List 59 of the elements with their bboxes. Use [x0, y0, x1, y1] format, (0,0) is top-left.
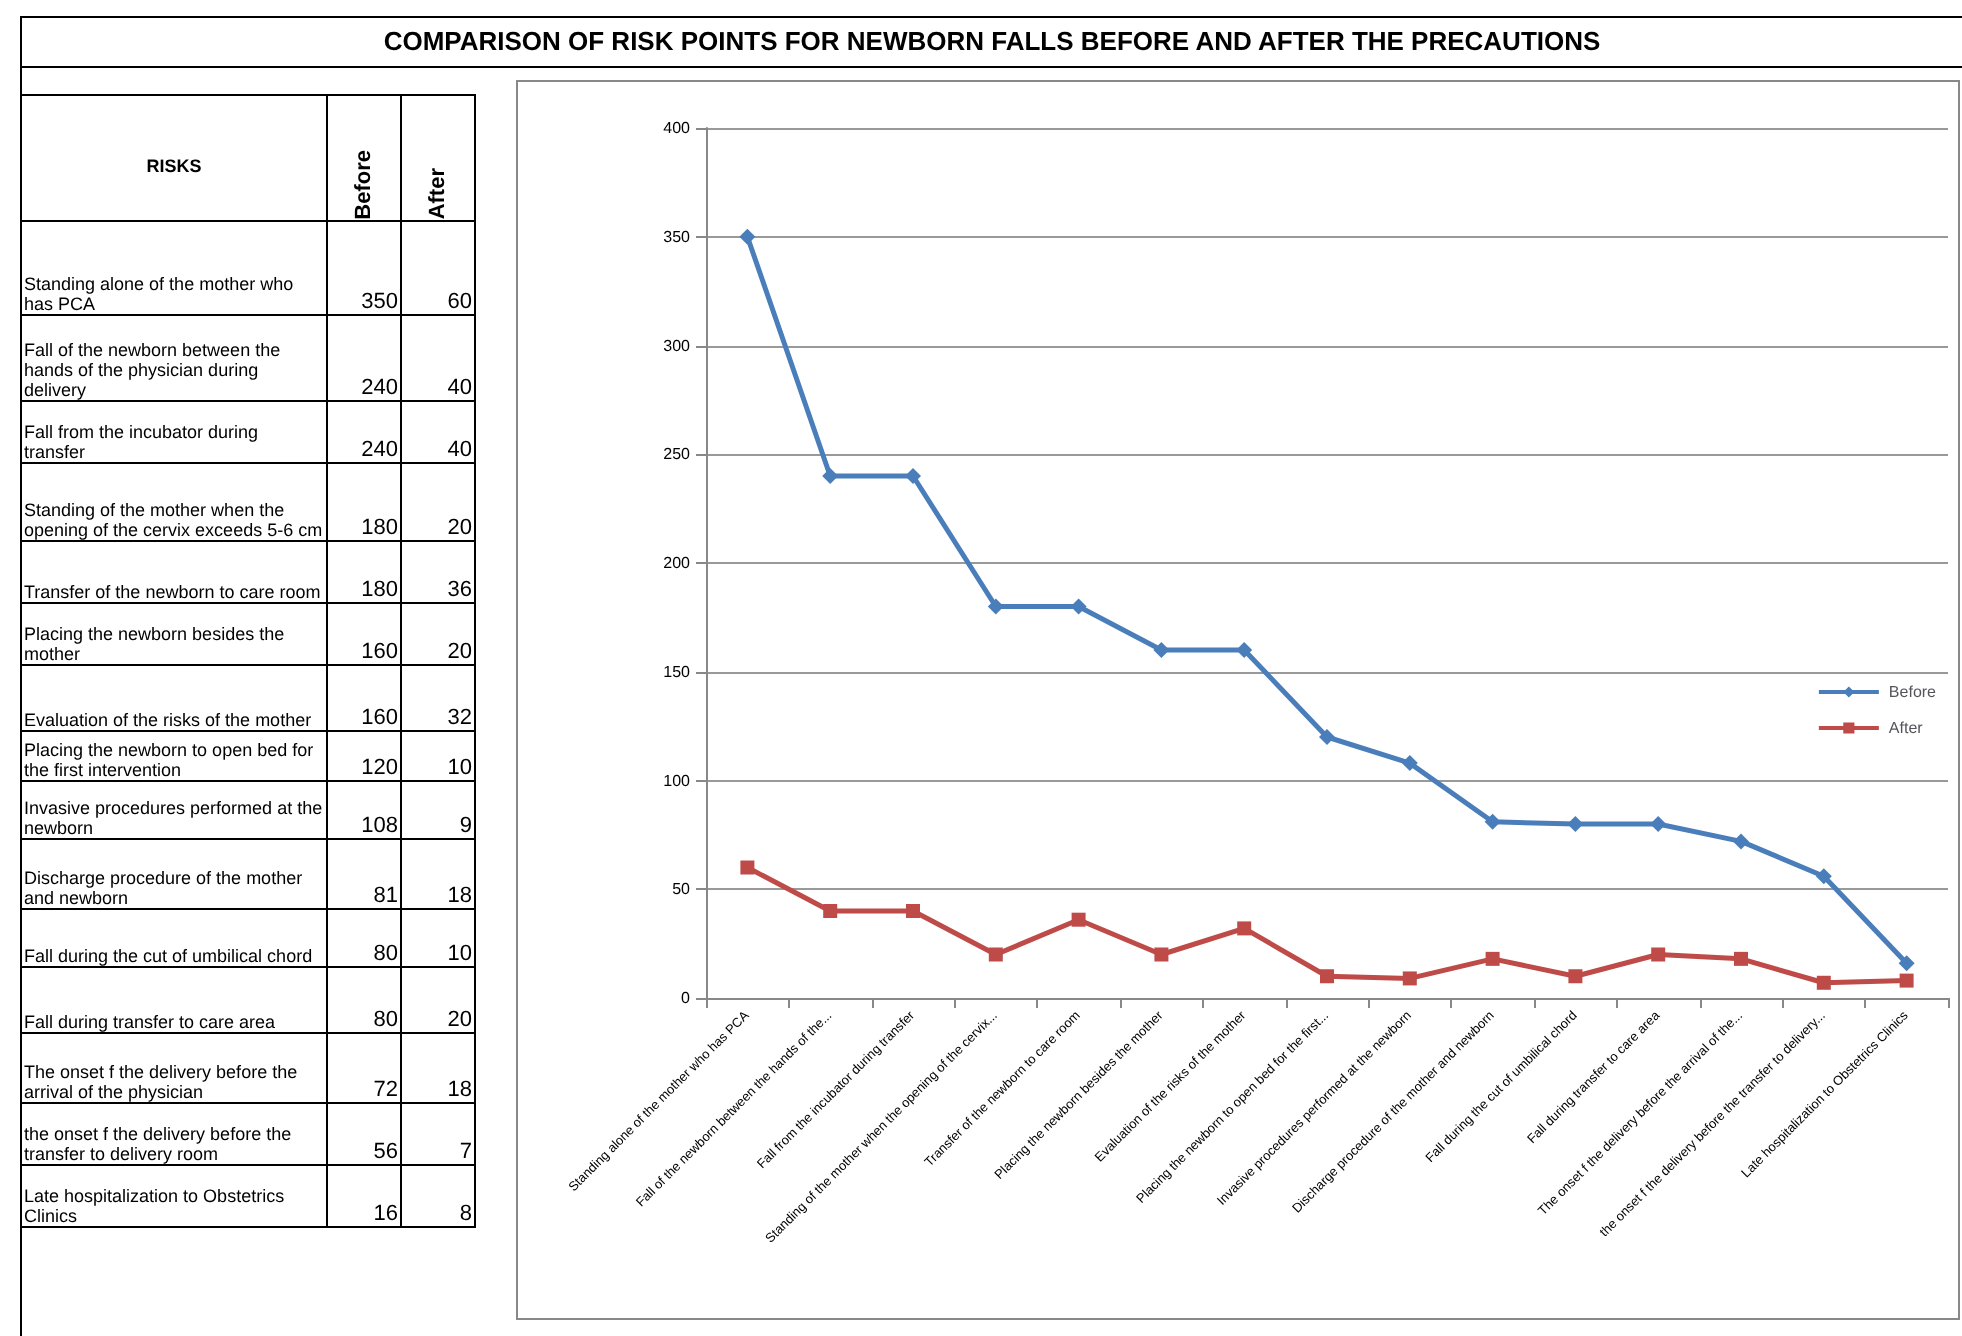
y-tick-label: 0	[681, 989, 692, 1007]
text: Before	[352, 150, 376, 220]
category-label: The onset f the delivery before the arrival of the physician	[21, 1033, 327, 1103]
y-tick-label: 150	[663, 662, 692, 681]
data-label: 120	[327, 731, 401, 781]
chart-title: COMPARISON OF RISK POINTS FOR NEWBORN FALLS BEFORE AND AFTER THE PRECAUTIONS	[20, 16, 1962, 68]
data-label: 32	[401, 665, 475, 731]
data-label: 180	[327, 463, 401, 541]
data-label: 40	[401, 315, 475, 401]
category-label: Discharge procedure of the mother and newborn	[21, 839, 327, 909]
data-label: 80	[327, 967, 401, 1033]
y-tick-label: 200	[663, 554, 692, 572]
data-label: 240	[327, 401, 401, 463]
category-label: Fall during the cut of umbilical chord	[21, 909, 327, 967]
data-label: 16	[327, 1165, 401, 1227]
data-label: 80	[327, 909, 401, 967]
y-tick-label: 250	[663, 445, 692, 464]
data-label: 180	[327, 541, 401, 603]
data-label: 240	[327, 315, 401, 401]
legend-label: After	[1888, 719, 1924, 737]
y-tick-label: 400	[663, 119, 692, 137]
data-label: 8	[401, 1165, 475, 1227]
category-label: the onset f the delivery before the transfer to delivery room	[21, 1103, 327, 1165]
data-label: 7	[401, 1103, 475, 1165]
data-label: 20	[401, 603, 475, 665]
y-tick-label: 100	[663, 771, 692, 790]
y-tick-label: 350	[663, 227, 692, 246]
data-label: 56	[327, 1103, 401, 1165]
data-label: 160	[327, 665, 401, 731]
category-label: Evaluation of the risks of the mother	[21, 665, 327, 731]
data-label: 108	[327, 781, 401, 839]
category-label: Fall during transfer to care area	[21, 967, 327, 1033]
data-label: 9	[401, 781, 475, 839]
text: RISKS	[21, 95, 327, 221]
data-label: 72	[327, 1033, 401, 1103]
y-tick-label: 50	[672, 880, 692, 899]
text: After	[426, 168, 450, 220]
data-label: 10	[401, 731, 475, 781]
category-label: Fall from the incubator during transfer	[21, 401, 327, 463]
data-label: 40	[401, 401, 475, 463]
category-label: Placing the newborn besides the mother	[21, 603, 327, 665]
data-label: 18	[401, 839, 475, 909]
data-label: 60	[401, 221, 475, 315]
legend-label: Before	[1888, 683, 1938, 701]
category-label: Transfer of the newborn to care room	[21, 541, 327, 603]
data-label: 160	[327, 603, 401, 665]
category-label: Fall of the newborn between the hands of the physician during delivery	[21, 315, 327, 401]
data-label: 10	[401, 909, 475, 967]
category-label: Standing alone of the mother who has PCA	[21, 221, 327, 315]
data-label: 36	[401, 541, 475, 603]
data-label: 350	[327, 221, 401, 315]
data-label: 20	[401, 463, 475, 541]
category-label: Placing the newborn to open bed for the first intervention	[21, 731, 327, 781]
category-label: Invasive procedures performed at the newborn	[21, 781, 327, 839]
category-label: Standing of the mother when the opening of the cervix exceeds 5-6 cm	[21, 463, 327, 541]
data-label: 81	[327, 839, 401, 909]
data-label: 18	[401, 1033, 475, 1103]
data-label: 20	[401, 967, 475, 1033]
y-tick-label: 300	[663, 336, 692, 355]
